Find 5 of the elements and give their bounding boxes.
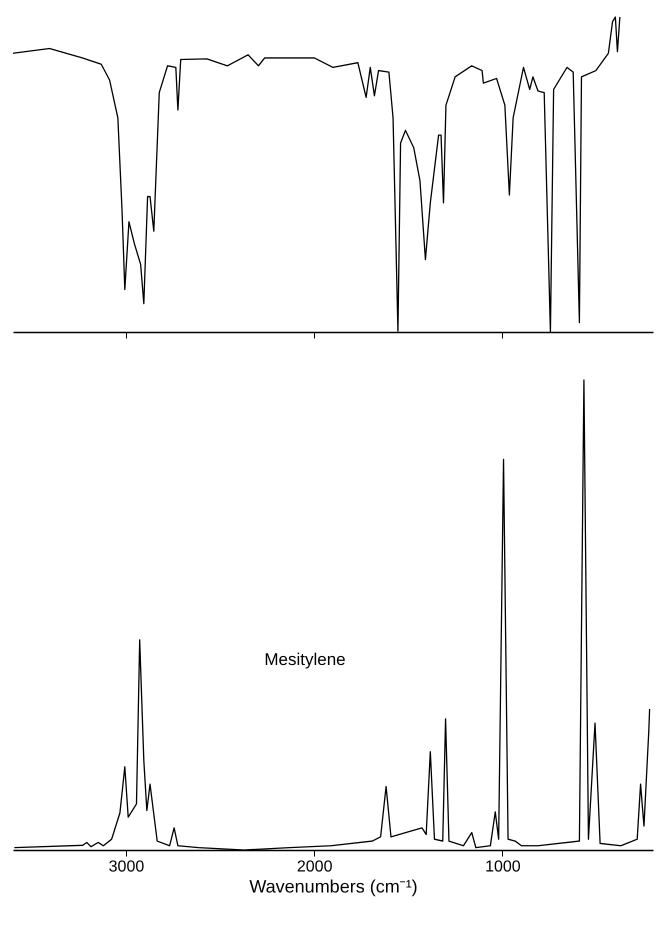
x-tick-label: 1000 — [485, 858, 521, 876]
x-axis-title: Wavenumbers (cm⁻¹) — [249, 876, 418, 896]
x-tick-label: 3000 — [108, 858, 144, 876]
x-tick-label: 2000 — [296, 858, 333, 876]
annotation: Mesitylene — [264, 650, 346, 669]
